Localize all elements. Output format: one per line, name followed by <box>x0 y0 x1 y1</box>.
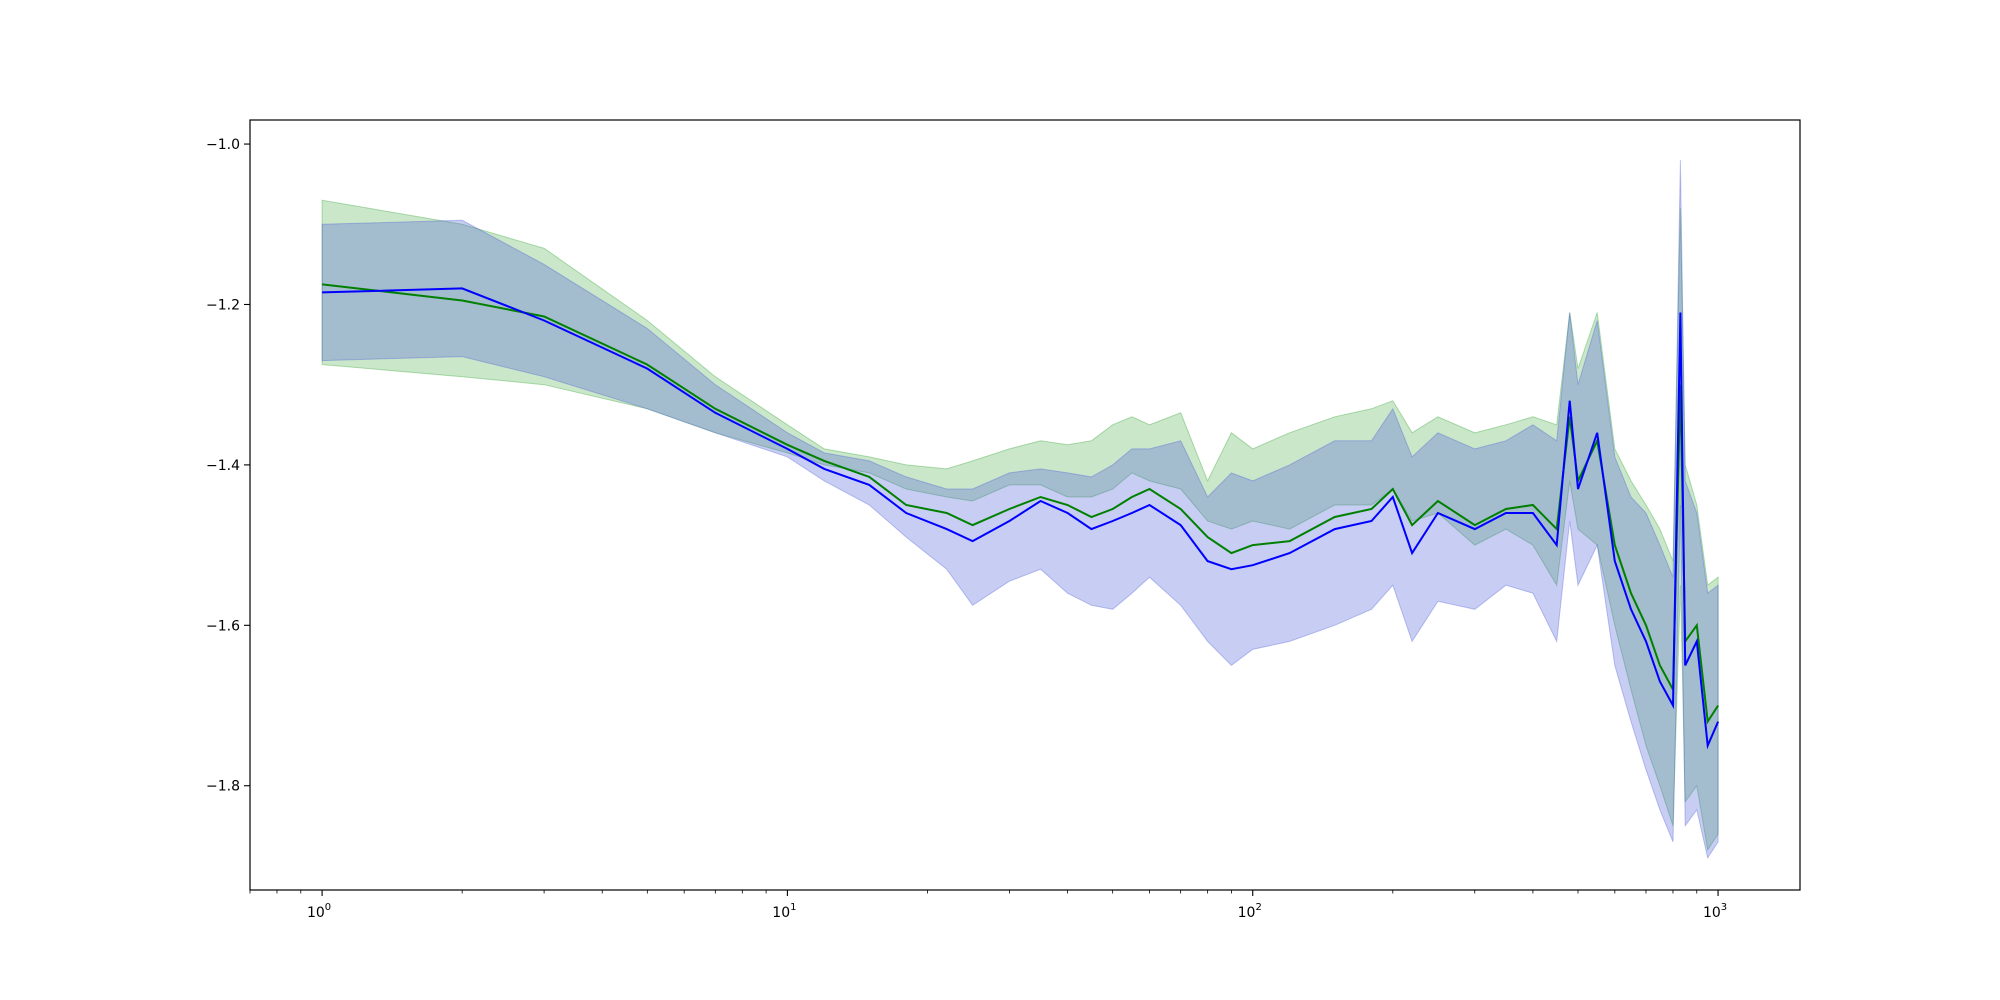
x-tick-label: 101 <box>772 902 796 921</box>
y-tick-label: −1.4 <box>206 458 240 474</box>
confidence-bands <box>321 160 1719 860</box>
axes-frame <box>249 119 1801 891</box>
x-axis: 100 101 102 103 <box>249 890 1727 921</box>
x-tick-label: 102 <box>1238 902 1262 921</box>
series-lines <box>321 283 1720 750</box>
series-2-line <box>322 287 1720 750</box>
y-tick-label: −1.8 <box>206 779 240 795</box>
y-axis: −1.0 −1.2 −1.4 −1.6 −1.8 <box>206 137 250 795</box>
series-1-line <box>321 283 1719 725</box>
y-tick-label: −1.6 <box>206 618 240 634</box>
series-1-band <box>321 199 1719 852</box>
x-tick-label: 103 <box>1703 902 1727 921</box>
series-2-band <box>321 160 1719 860</box>
y-tick-label: −1.0 <box>206 137 240 153</box>
x-tick-label: 100 <box>307 902 331 921</box>
y-tick-label: −1.2 <box>206 297 240 313</box>
